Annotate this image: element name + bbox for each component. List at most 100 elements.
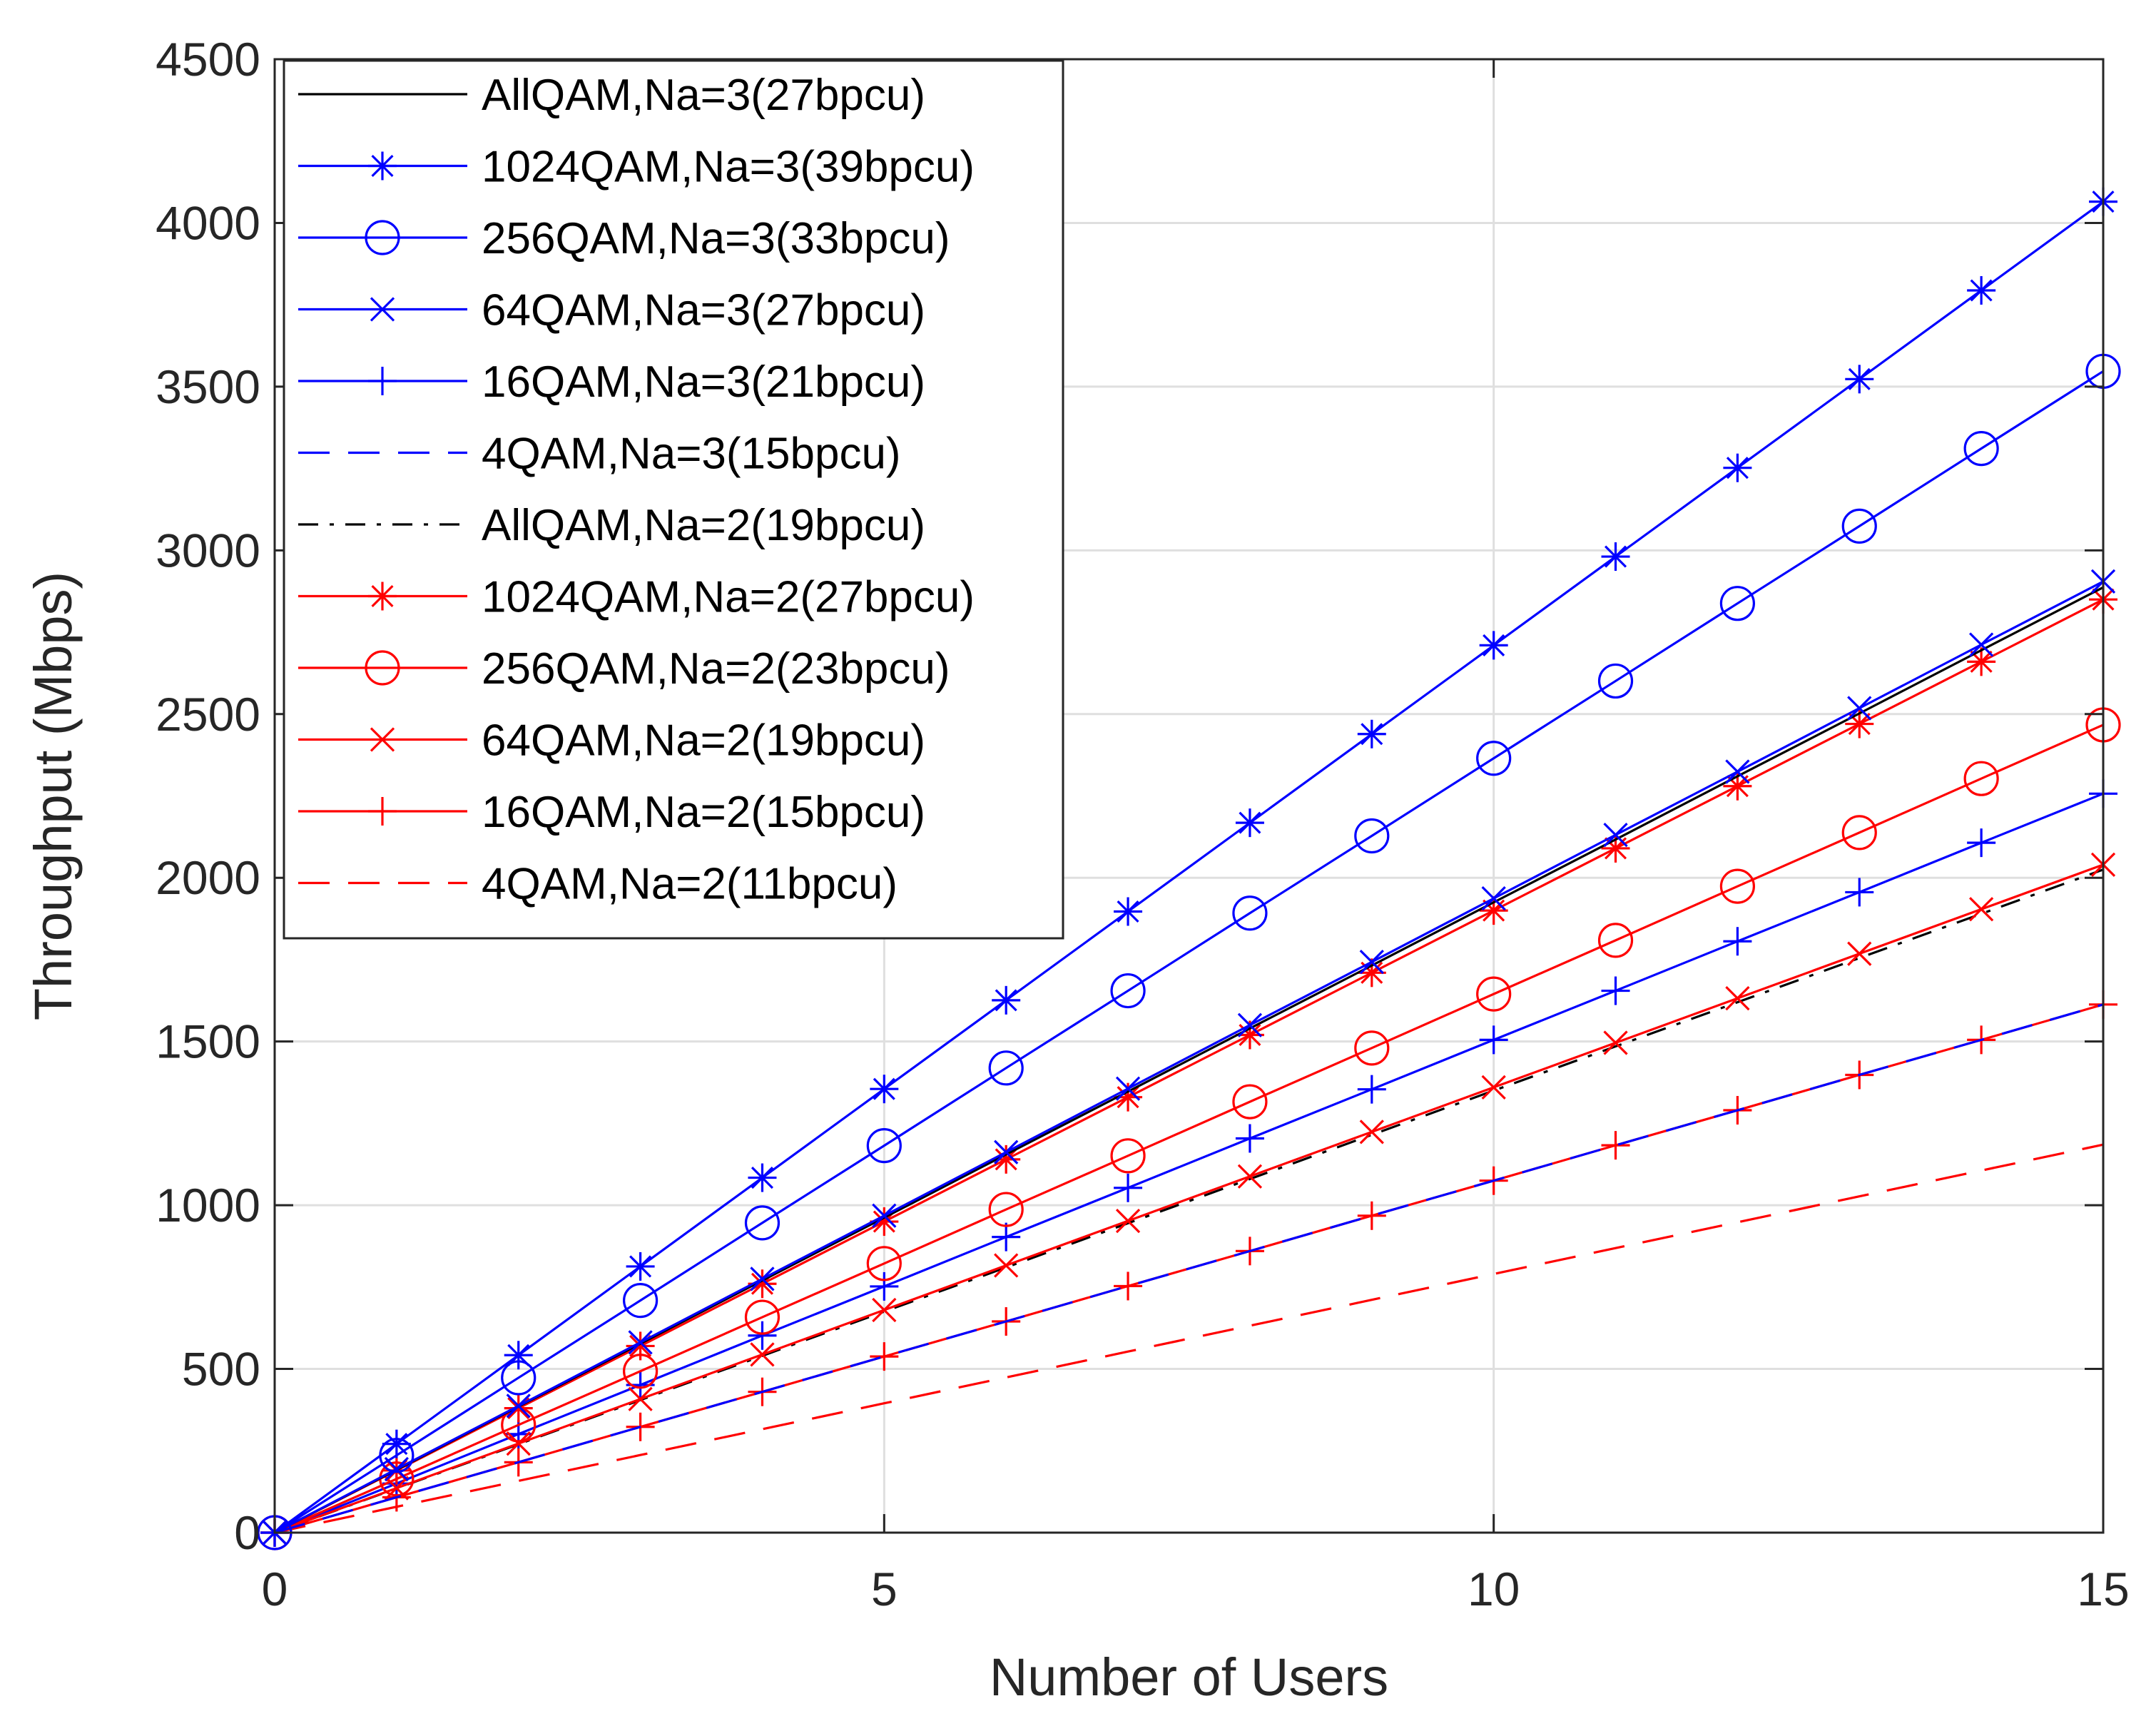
data-point-1024qam-na-2-27bpcu	[504, 1394, 533, 1423]
data-point-256qam-na-3-33bpcu	[1841, 508, 1877, 544]
x-axis-title: Number of Users	[990, 1648, 1388, 1707]
data-point-1024qam-na-3-39bpcu	[1235, 808, 1264, 838]
legend-box	[283, 59, 1064, 940]
legend-label: 256QAM,Na=2(23bpcu)	[482, 644, 950, 694]
data-point-256qam-na-2-23bpcu	[744, 1299, 780, 1335]
y-tick-label: 3500	[156, 360, 260, 413]
data-point-64qam-na-2-19bpcu	[1969, 897, 1994, 922]
data-point-256qam-na-3-33bpcu	[1232, 895, 1268, 931]
data-point-256qam-na-3-33bpcu	[1476, 741, 1512, 776]
data-point-256qam-na-2-23bpcu	[1354, 1030, 1390, 1066]
series-line-64qam-na-3-27bpcu	[274, 580, 2104, 1534]
series-line-1024qam-na-3-39bpcu	[274, 200, 2104, 1534]
legend-label: 16QAM,Na=2(15bpcu)	[482, 788, 925, 837]
legend-item-allqam-na-3-27bpcu: AllQAM,Na=3(27bpcu)	[298, 71, 925, 120]
data-point-64qam-na-2-19bpcu	[1481, 1075, 1506, 1100]
data-point-16qam-na-3-21bpcu	[1357, 1075, 1386, 1104]
data-point-16qam-na-3-21bpcu	[1845, 878, 1874, 907]
data-point-256qam-na-2-23bpcu	[1963, 761, 1999, 796]
legend-item-4qam-na-2-11bpcu: 4QAM,Na=2(11bpcu)	[298, 860, 898, 909]
legend-label: 4QAM,Na=3(15bpcu)	[482, 430, 901, 479]
data-point-1024qam-na-3-39bpcu	[992, 985, 1021, 1015]
x-tick-label: 5	[871, 1563, 898, 1615]
series-256qam-na-3-33bpcu	[257, 353, 2121, 1550]
data-point-256qam-na-2-23bpcu	[1841, 815, 1877, 851]
data-point-256qam-na-2-23bpcu	[1110, 1138, 1146, 1174]
series-4qam-na-3-15bpcu	[274, 1003, 2104, 1534]
y-tick-label: 2000	[156, 851, 260, 904]
data-point-64qam-na-3-27bpcu	[1847, 696, 1872, 721]
data-point-256qam-na-3-33bpcu	[1110, 973, 1146, 1009]
data-point-16qam-na-2-15bpcu	[870, 1342, 899, 1371]
series-line-64qam-na-2-19bpcu	[274, 863, 2104, 1534]
data-point-256qam-na-3-33bpcu	[1719, 586, 1755, 621]
data-point-1024qam-na-3-39bpcu	[504, 1341, 533, 1370]
data-point-1024qam-na-3-39bpcu	[1723, 453, 1752, 482]
legend-label: 64QAM,Na=3(27bpcu)	[482, 286, 925, 335]
legend-marker	[368, 582, 397, 611]
data-point-64qam-na-2-19bpcu	[506, 1431, 531, 1456]
data-point-16qam-na-3-21bpcu	[1479, 1025, 1508, 1055]
data-point-64qam-na-2-19bpcu	[628, 1386, 653, 1411]
legend-marker	[365, 220, 400, 255]
data-point-64qam-na-2-19bpcu	[750, 1342, 775, 1367]
series-line-allqam-na-2-19bpcu	[274, 868, 2104, 1534]
legend-item-64qam-na-3-27bpcu: 64QAM,Na=3(27bpcu)	[298, 286, 925, 335]
legend-label: 16QAM,Na=3(21bpcu)	[482, 357, 925, 407]
legend-item-16qam-na-3-21bpcu: 16QAM,Na=3(21bpcu)	[298, 357, 925, 407]
data-point-64qam-na-2-19bpcu	[1603, 1030, 1628, 1055]
data-point-1024qam-na-3-39bpcu	[1114, 897, 1143, 926]
legend-label: 4QAM,Na=2(11bpcu)	[482, 860, 898, 909]
legend-marker	[370, 297, 395, 322]
y-tick-label: 4000	[156, 196, 260, 249]
legend-item-64qam-na-2-19bpcu: 64QAM,Na=2(19bpcu)	[298, 716, 925, 766]
data-point-256qam-na-2-23bpcu	[1476, 976, 1512, 1012]
legend-label: 1024QAM,Na=2(27bpcu)	[482, 573, 975, 622]
data-point-16qam-na-3-21bpcu	[1601, 976, 1630, 1005]
data-point-64qam-na-2-19bpcu	[872, 1297, 897, 1323]
legend-marker	[368, 797, 397, 826]
series-line-256qam-na-3-33bpcu	[274, 370, 2104, 1534]
data-point-256qam-na-2-23bpcu	[988, 1192, 1024, 1227]
legend-label: 1024QAM,Na=3(39bpcu)	[482, 143, 975, 192]
y-tick-label: 2500	[156, 688, 260, 741]
y-tick-label: 1500	[156, 1015, 260, 1068]
data-point-1024qam-na-3-39bpcu	[1845, 365, 1874, 394]
data-point-256qam-na-2-23bpcu	[1719, 868, 1755, 904]
data-point-256qam-na-3-33bpcu	[744, 1205, 780, 1241]
data-point-64qam-na-3-27bpcu	[1725, 759, 1750, 784]
data-point-16qam-na-3-21bpcu	[1967, 828, 1996, 858]
data-point-64qam-na-2-19bpcu	[1847, 941, 1872, 966]
data-point-64qam-na-3-27bpcu	[628, 1330, 653, 1355]
x-tick-label: 15	[2077, 1563, 2129, 1615]
y-tick-label: 4500	[156, 33, 260, 86]
data-point-256qam-na-2-23bpcu	[1597, 923, 1634, 958]
legend-label: 256QAM,Na=3(33bpcu)	[482, 214, 950, 263]
series-line-4qam-na-3-15bpcu	[274, 1003, 2104, 1534]
legend-item-16qam-na-2-15bpcu: 16QAM,Na=2(15bpcu)	[298, 788, 925, 837]
y-tick-label: 3000	[156, 524, 260, 577]
legend-label: 64QAM,Na=2(19bpcu)	[482, 716, 925, 766]
series-line-16qam-na-3-21bpcu	[274, 792, 2104, 1534]
legend-marker	[368, 151, 397, 181]
data-point-64qam-na-3-27bpcu	[1115, 1076, 1141, 1101]
series-line-256qam-na-2-23bpcu	[274, 724, 2104, 1534]
data-point-64qam-na-2-19bpcu	[994, 1253, 1019, 1278]
data-point-16qam-na-3-21bpcu	[992, 1222, 1021, 1252]
data-point-256qam-na-3-33bpcu	[1963, 431, 1999, 467]
data-point-64qam-na-2-19bpcu	[384, 1476, 409, 1501]
axes-box	[273, 58, 2105, 1534]
legend-item-1024qam-na-2-27bpcu: 1024QAM,Na=2(27bpcu)	[298, 573, 975, 622]
data-point-16qam-na-3-21bpcu	[870, 1271, 899, 1301]
data-point-1024qam-na-3-39bpcu	[382, 1429, 411, 1458]
data-point-1024qam-na-3-39bpcu	[748, 1163, 777, 1192]
legend-item-4qam-na-3-15bpcu: 4QAM,Na=3(15bpcu)	[298, 430, 901, 479]
data-point-64qam-na-3-27bpcu	[506, 1394, 531, 1418]
y-tick-label: 500	[182, 1343, 260, 1396]
data-point-1024qam-na-3-39bpcu	[1967, 275, 1996, 305]
data-point-64qam-na-3-27bpcu	[994, 1139, 1019, 1164]
tick-labels: 0 5 10 15 0 500 1000 1500 2000 2500 3000 3500 4000 45…	[156, 33, 2130, 1615]
series-allqam-na-2-19bpcu	[274, 868, 2104, 1534]
data-point-256qam-na-3-33bpcu	[988, 1050, 1024, 1086]
